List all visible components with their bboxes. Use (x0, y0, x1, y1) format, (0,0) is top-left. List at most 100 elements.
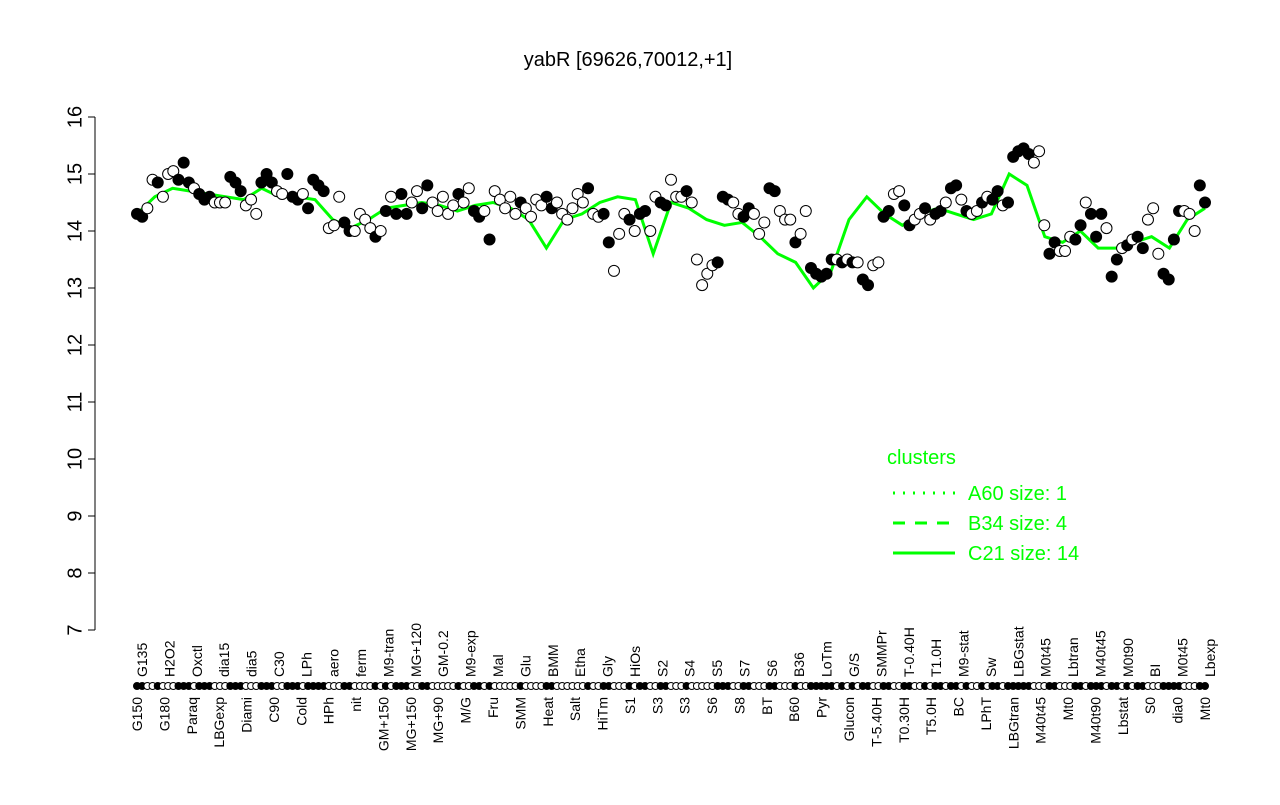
x-tick-label: M0t90 (1120, 638, 1136, 677)
data-point (602, 236, 615, 249)
y-tick-label: 11 (64, 392, 86, 413)
x-tick-label: BMM (545, 644, 561, 677)
data-point (1038, 219, 1051, 232)
data-point (727, 196, 740, 209)
x-tick-label: Glucon (841, 697, 857, 741)
data-point (1074, 219, 1087, 232)
x-tick-label: T-5.40H (868, 697, 884, 747)
data-point (955, 193, 968, 206)
x-tick-label: Mt0 (1197, 697, 1213, 721)
x-tick-label: S6 (704, 697, 720, 714)
data-point (442, 207, 455, 220)
data-point (1001, 196, 1014, 209)
x-tick-label: M9-tran (380, 629, 396, 677)
legend-title: clusters (887, 447, 956, 469)
data-point (784, 213, 797, 226)
data-point (1090, 230, 1103, 243)
data-point (488, 185, 501, 198)
x-tick-label: dia0 (1170, 697, 1186, 724)
data-point (234, 185, 247, 198)
x-tick-label: S4 (682, 660, 698, 677)
x-tick-label: S6 (764, 660, 780, 677)
x-tick-label: Lbexp (1202, 639, 1218, 677)
x-axis-labels: G135 H2O2 Oxctl dia15 dia5 C30 LPh aero ferm M9-t… (129, 623, 1218, 751)
data-point (934, 205, 947, 218)
data-point (639, 205, 652, 218)
data-point (680, 185, 693, 198)
x-tick-label: M0t45 (1038, 638, 1054, 677)
x-tick-label: M9-exp (463, 630, 479, 677)
data-point (426, 196, 439, 209)
data-point (416, 202, 429, 215)
x-tick-label: MG+150 (403, 697, 419, 751)
x-tick-label: ferm (353, 649, 369, 677)
rug-point (1201, 682, 1209, 690)
data-point (1095, 207, 1108, 220)
data-point (1193, 179, 1206, 192)
x-tick-label: BI (1147, 664, 1163, 677)
x-tick-label: Glu (517, 655, 533, 677)
x-tick-label: Lbtran (1065, 637, 1081, 677)
x-tick-label: Cold (293, 697, 309, 726)
data-point (410, 185, 423, 198)
data-point (265, 176, 278, 189)
data-point (1162, 273, 1175, 286)
x-tick-label: dia5 (244, 650, 260, 677)
data-point (986, 193, 999, 206)
x-tick-label: MG+120 (408, 623, 424, 677)
data-point (799, 205, 812, 218)
y-tick-label: 13 (64, 277, 86, 299)
data-point (550, 196, 563, 209)
data-point (1100, 222, 1113, 235)
data-point (1131, 230, 1144, 243)
x-tick-label: G/S (846, 653, 862, 677)
x-tick-label: nit (348, 697, 364, 712)
x-tick-label: Salt (567, 697, 583, 721)
x-tick-label: Fru (485, 697, 501, 718)
data-point (509, 207, 522, 220)
x-tick-label: G180 (156, 697, 172, 731)
data-point (317, 185, 330, 198)
x-tick-label: S3 (649, 697, 665, 714)
data-point (696, 279, 709, 292)
x-tick-label: B60 (786, 697, 802, 722)
data-point (898, 199, 911, 212)
data-point (862, 279, 875, 292)
data-point (250, 207, 263, 220)
data-point (628, 225, 641, 237)
x-tick-label: M/G (458, 697, 474, 723)
data-point (659, 199, 672, 212)
data-point (338, 216, 351, 229)
data-point (851, 256, 864, 269)
data-point (1043, 247, 1056, 260)
data-point (566, 202, 579, 215)
data-point (607, 264, 620, 277)
data-point (872, 256, 885, 269)
data-point (167, 165, 180, 178)
data-points (131, 142, 1211, 292)
x-tick-label: aero (326, 649, 342, 677)
data-point (431, 205, 444, 218)
x-tick-label: Pyr (814, 697, 830, 718)
data-point (462, 182, 475, 195)
data-point (753, 227, 766, 240)
data-point (276, 187, 289, 200)
x-tick-label: S3 (677, 697, 693, 714)
y-tick-label: 7 (64, 624, 86, 635)
data-point (478, 205, 491, 218)
y-tick-label: 8 (64, 567, 86, 578)
x-tick-label: Lbstat (1115, 697, 1131, 735)
data-point (499, 202, 512, 215)
x-tick-label: H2O2 (161, 640, 177, 677)
x-tick-label: M40t45 (1092, 630, 1108, 677)
x-tick-label: T5.0H (923, 697, 939, 735)
y-tick-label: 16 (64, 106, 86, 128)
data-point (582, 182, 595, 195)
data-point (1141, 213, 1154, 226)
data-point (1069, 233, 1082, 246)
data-point (395, 187, 408, 200)
data-point (820, 267, 833, 280)
data-point (379, 205, 392, 218)
data-point (136, 210, 149, 223)
data-point (571, 187, 584, 200)
